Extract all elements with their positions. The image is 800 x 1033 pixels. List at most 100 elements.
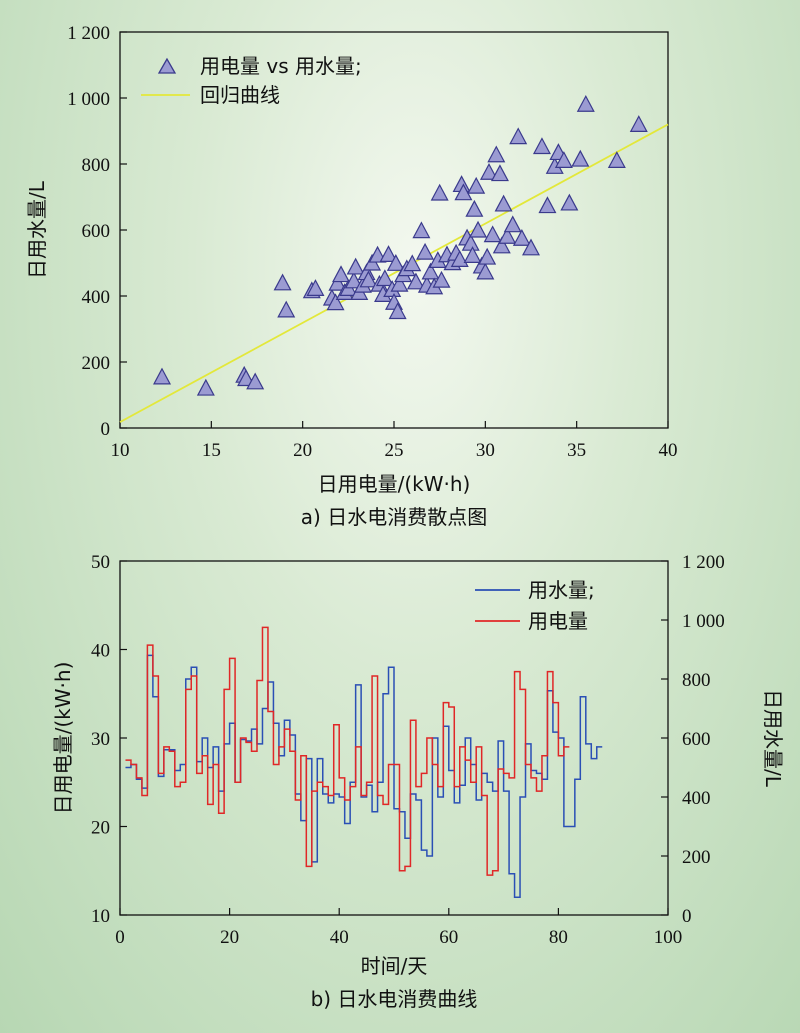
chart-a-x-tick-label: 15 — [202, 440, 221, 461]
chart-b-left-y-tick-labels: 10 20 30 40 50 — [91, 552, 110, 927]
chart-a-point — [379, 245, 398, 263]
chart-b-right-y-tick-labels: 0 200 400 600 800 1 000 1 200 — [682, 552, 725, 927]
chart-a-point — [571, 149, 590, 167]
chart-b-left-y-tick-label: 30 — [91, 729, 110, 750]
chart-a-point — [492, 236, 511, 254]
chart-b-x-tick-labels: 0 20 40 60 80 100 — [115, 927, 682, 948]
chart-a-y-axis-label: 日用水量/L — [25, 180, 49, 279]
chart-b-right-y-tick-label: 1 000 — [682, 611, 725, 632]
chart-a-point — [487, 145, 506, 163]
chart-b-electricity-series-line — [125, 626, 570, 876]
chart-b-right-y-tick-label: 0 — [682, 906, 692, 927]
chart-a-x-axis-label: 日用电量/(kW·h) — [318, 472, 471, 496]
chart-a-y-tick-label: 200 — [82, 353, 111, 374]
chart-a-point — [386, 254, 405, 271]
chart-a-y-tick-label: 400 — [82, 287, 111, 308]
chart-a-point — [503, 215, 522, 233]
chart-b-ticks — [119, 560, 669, 916]
chart-a-y-tick-label: 800 — [82, 155, 111, 176]
chart-b-x-tick-label: 100 — [654, 927, 683, 948]
chart-b-left-y-tick-label: 20 — [91, 818, 110, 839]
chart-a-point — [490, 164, 509, 182]
chart-a-point — [522, 238, 540, 256]
chart-b-right-y-tick-label: 1 200 — [682, 552, 725, 573]
chart-a-point — [375, 269, 394, 287]
chart-a-point — [403, 254, 422, 272]
chart-a-legend-regression-label: 回归曲线 — [200, 83, 280, 107]
chart-a-point — [390, 274, 409, 292]
chart-a-point — [509, 127, 528, 145]
chart-a-point — [538, 196, 557, 214]
chart-b-x-tick-label: 20 — [220, 927, 239, 948]
chart-a-point — [483, 225, 502, 243]
chart-a-y-tick-labels: 0 200 400 600 800 1 000 1 200 — [67, 23, 110, 440]
chart-b-x-tick-label: 0 — [115, 927, 125, 948]
chart-a-point — [469, 220, 488, 238]
chart-a-point — [359, 270, 378, 288]
chart-a-x-tick-label: 35 — [567, 440, 586, 461]
chart-b-right-y-tick-label: 600 — [682, 729, 711, 750]
chart-b-left-y-tick-label: 50 — [91, 552, 110, 573]
chart-b-legend-water-label: 用水量; — [528, 578, 595, 602]
chart-b-x-tick-label: 60 — [439, 927, 458, 948]
chart-a-point — [629, 115, 648, 132]
chart-b-left-y-tick-label: 10 — [91, 906, 110, 927]
chart-a-ticks — [119, 31, 669, 429]
chart-a-point — [326, 293, 345, 311]
chart-b-right-y-axis-label: 日用水量/L — [761, 689, 785, 788]
chart-b-left-y-axis-label: 日用电量/(kW·h) — [51, 662, 75, 815]
chart-a-y-tick-label: 0 — [101, 419, 111, 440]
chart-a-x-tick-label: 25 — [385, 440, 404, 461]
chart-b: 0 20 40 60 80 100 10 20 30 40 50 0 200 400 600 800 1 0… — [51, 552, 785, 1011]
chart-a-point — [465, 199, 484, 217]
chart-a-points — [153, 94, 648, 396]
chart-a-y-tick-label: 1 200 — [67, 23, 110, 44]
chart-a-point — [463, 246, 482, 263]
chart-a-point — [560, 193, 579, 211]
chart-b-caption: b) 日水电消费曲线 — [311, 987, 478, 1011]
chart-a-point — [328, 273, 347, 291]
chart-a-point — [421, 262, 440, 280]
chart-a-x-tick-labels: 10 15 20 25 30 35 40 — [111, 440, 678, 461]
chart-a-y-tick-label: 1 000 — [67, 89, 110, 110]
chart-a-legend-scatter-label: 用电量 vs 用水量; — [200, 54, 362, 78]
chart-b-x-tick-label: 80 — [549, 927, 568, 948]
chart-a-x-tick-label: 30 — [476, 440, 495, 461]
chart-a-x-tick-label: 20 — [293, 440, 312, 461]
chart-a-point — [478, 247, 497, 265]
chart-a-point — [494, 194, 513, 212]
chart-b-right-y-tick-label: 400 — [682, 788, 711, 809]
chart-a-point — [332, 265, 351, 283]
chart-a-point — [246, 372, 265, 390]
chart-b-x-axis-label: 时间/天 — [361, 954, 428, 978]
chart-a-point — [277, 300, 296, 318]
chart-a-caption: a) 日水电消费散点图 — [301, 505, 487, 529]
chart-a-legend-marker — [157, 57, 177, 74]
chart-b-right-y-tick-label: 800 — [682, 670, 711, 691]
chart-a-point — [430, 183, 449, 201]
chart-a-point — [532, 137, 551, 155]
chart-a-x-tick-label: 40 — [659, 440, 678, 461]
chart-a-point — [576, 94, 595, 112]
chart-a-point — [432, 270, 451, 288]
chart-a-point — [412, 221, 431, 239]
chart-a-regression-line — [119, 123, 669, 423]
chart-a-point — [196, 378, 215, 396]
chart-a-point — [346, 257, 365, 275]
chart-b-water-series-line — [125, 654, 603, 899]
chart-a-y-tick-label: 600 — [82, 221, 111, 242]
chart-a-point — [476, 262, 495, 280]
chart-a-point — [512, 228, 531, 246]
chart-a-point — [273, 273, 292, 291]
chart-a-point — [237, 369, 256, 387]
chart-a-point — [607, 151, 626, 168]
chart-a-point — [416, 242, 435, 260]
chart-a-point — [498, 226, 517, 244]
chart-a-point — [388, 302, 407, 320]
chart-b-legend-electricity-label: 用电量 — [528, 609, 588, 633]
chart-a-point — [406, 272, 425, 290]
chart-b-left-y-tick-label: 40 — [91, 641, 110, 662]
chart-a-point — [454, 183, 473, 201]
